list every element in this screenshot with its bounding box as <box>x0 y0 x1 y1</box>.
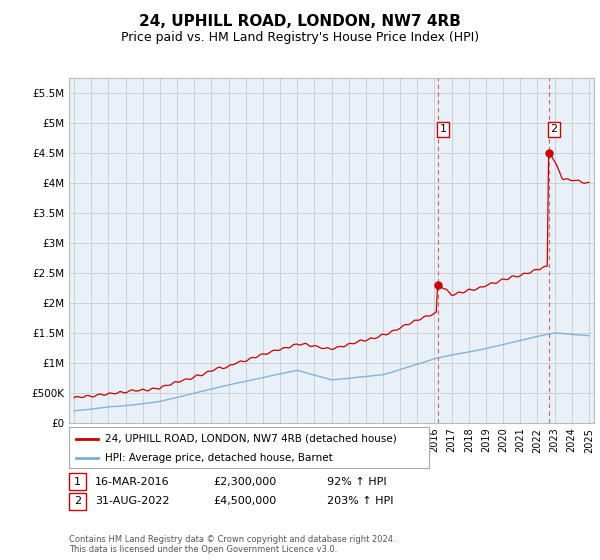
Text: HPI: Average price, detached house, Barnet: HPI: Average price, detached house, Barn… <box>105 452 333 463</box>
Text: Contains HM Land Registry data © Crown copyright and database right 2024.
This d: Contains HM Land Registry data © Crown c… <box>69 535 395 554</box>
Text: £4,500,000: £4,500,000 <box>213 496 276 506</box>
Text: 24, UPHILL ROAD, LONDON, NW7 4RB: 24, UPHILL ROAD, LONDON, NW7 4RB <box>139 14 461 29</box>
Text: 16-MAR-2016: 16-MAR-2016 <box>95 477 169 487</box>
Text: Price paid vs. HM Land Registry's House Price Index (HPI): Price paid vs. HM Land Registry's House … <box>121 31 479 44</box>
Text: 24, UPHILL ROAD, LONDON, NW7 4RB (detached house): 24, UPHILL ROAD, LONDON, NW7 4RB (detach… <box>105 433 397 444</box>
Text: 203% ↑ HPI: 203% ↑ HPI <box>327 496 394 506</box>
Text: 1: 1 <box>440 124 446 134</box>
Text: 92% ↑ HPI: 92% ↑ HPI <box>327 477 386 487</box>
Text: 1: 1 <box>74 477 81 487</box>
Text: 2: 2 <box>74 496 81 506</box>
Text: £2,300,000: £2,300,000 <box>213 477 276 487</box>
Text: 2: 2 <box>550 124 557 134</box>
Text: 31-AUG-2022: 31-AUG-2022 <box>95 496 169 506</box>
